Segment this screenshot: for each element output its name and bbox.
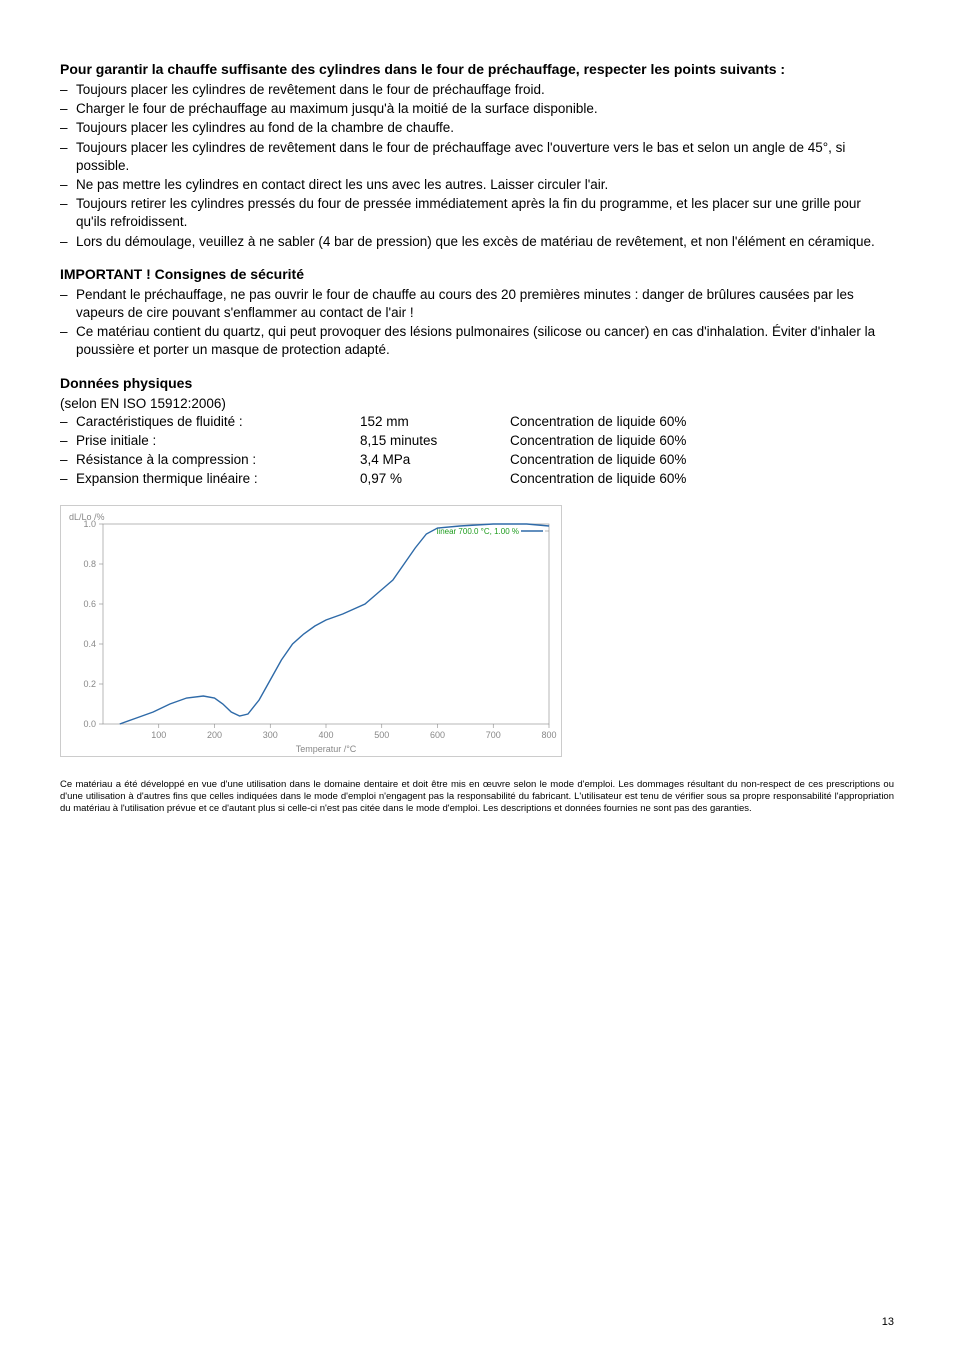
svg-text:0.2: 0.2 bbox=[83, 679, 96, 689]
list-item: Toujours retirer les cylindres pressés d… bbox=[60, 195, 894, 231]
row-value: 0,97 % bbox=[360, 470, 510, 488]
svg-text:100: 100 bbox=[151, 730, 166, 740]
list-item: Pendant le préchauffage, ne pas ouvrir l… bbox=[60, 286, 894, 322]
list-item: Ne pas mettre les cylindres en contact d… bbox=[60, 176, 894, 194]
safety-list: Pendant le préchauffage, ne pas ouvrir l… bbox=[60, 286, 894, 360]
svg-text:600: 600 bbox=[430, 730, 445, 740]
safety-heading: IMPORTANT ! Consignes de sécurité bbox=[60, 265, 894, 284]
svg-text:dL/Lo /%: dL/Lo /% bbox=[69, 512, 105, 522]
list-item: Toujours placer les cylindres au fond de… bbox=[60, 119, 894, 137]
physical-data-subheading: (selon EN ISO 15912:2006) bbox=[60, 395, 894, 413]
svg-text:0.4: 0.4 bbox=[83, 639, 96, 649]
row-note: Concentration de liquide 60% bbox=[510, 470, 894, 488]
row-note: Concentration de liquide 60% bbox=[510, 413, 894, 431]
row-value: 3,4 MPa bbox=[360, 451, 510, 469]
expansion-chart: 0.00.20.40.60.81.01002003004005006007008… bbox=[60, 505, 562, 757]
list-item: Charger le four de préchauffage au maxim… bbox=[60, 100, 894, 118]
list-item: Lors du démoulage, veuillez à ne sabler … bbox=[60, 233, 894, 251]
svg-text:linear 700.0 °C, 1.00 %: linear 700.0 °C, 1.00 % bbox=[437, 527, 519, 536]
row-label: Résistance à la compression : bbox=[60, 451, 360, 469]
row-note: Concentration de liquide 60% bbox=[510, 451, 894, 469]
preheating-heading: Pour garantir la chauffe suffisante des … bbox=[60, 60, 894, 79]
svg-text:200: 200 bbox=[207, 730, 222, 740]
row-label: Caractéristiques de fluidité : bbox=[60, 413, 360, 431]
row-value: 152 mm bbox=[360, 413, 510, 431]
svg-text:500: 500 bbox=[374, 730, 389, 740]
physical-data-section: Données physiques (selon EN ISO 15912:20… bbox=[60, 374, 894, 489]
row-label: Prise initiale : bbox=[60, 432, 360, 450]
svg-text:700: 700 bbox=[486, 730, 501, 740]
svg-text:0.0: 0.0 bbox=[83, 719, 96, 729]
disclaimer-footnote: Ce matériau a été développé en vue d'une… bbox=[60, 779, 894, 816]
list-item: Toujours placer les cylindres de revêtem… bbox=[60, 81, 894, 99]
svg-text:Temperatur /°C: Temperatur /°C bbox=[296, 744, 357, 754]
list-item: Toujours placer les cylindres de revêtem… bbox=[60, 139, 894, 175]
svg-text:0.6: 0.6 bbox=[83, 599, 96, 609]
physical-data-table: Caractéristiques de fluidité : 152 mm Co… bbox=[60, 413, 894, 489]
preheating-list: Toujours placer les cylindres de revêtem… bbox=[60, 81, 894, 251]
svg-text:0.8: 0.8 bbox=[83, 559, 96, 569]
row-value: 8,15 minutes bbox=[360, 432, 510, 450]
svg-text:800: 800 bbox=[541, 730, 556, 740]
page-number: 13 bbox=[882, 1315, 894, 1330]
preheating-section: Pour garantir la chauffe suffisante des … bbox=[60, 60, 894, 251]
physical-data-heading: Données physiques bbox=[60, 374, 894, 393]
svg-text:300: 300 bbox=[263, 730, 278, 740]
list-item: Ce matériau contient du quartz, qui peut… bbox=[60, 323, 894, 359]
svg-text:400: 400 bbox=[318, 730, 333, 740]
row-note: Concentration de liquide 60% bbox=[510, 432, 894, 450]
row-label: Expansion thermique linéaire : bbox=[60, 470, 360, 488]
safety-section: IMPORTANT ! Consignes de sécurité Pendan… bbox=[60, 265, 894, 360]
